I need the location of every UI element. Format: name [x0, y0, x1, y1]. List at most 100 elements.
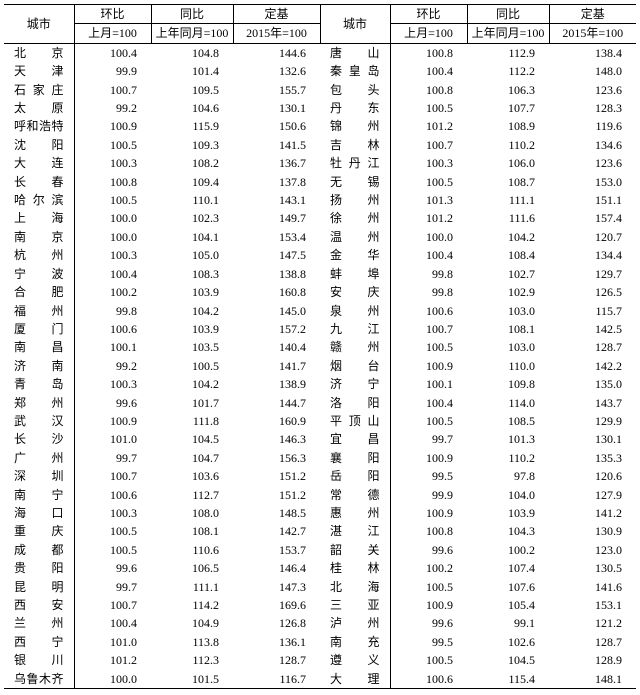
dj-value: 147.5	[233, 246, 320, 264]
tb-value: 109.3	[151, 136, 233, 154]
city-name: 桂 林	[320, 559, 390, 577]
col-city-left: 城市	[4, 5, 74, 44]
hb-value: 100.9	[74, 117, 151, 135]
table-row: 石 家 庄100.7109.5155.7包 头100.8106.3123.6	[4, 81, 636, 99]
dj-value: 146.3	[233, 430, 320, 448]
city-name: 惠 州	[320, 504, 390, 522]
tb-value: 104.5	[151, 430, 233, 448]
dj-value: 153.0	[549, 173, 636, 191]
hb-value: 100.7	[390, 320, 467, 338]
tb-value: 103.9	[151, 320, 233, 338]
city-name: 安 庆	[320, 283, 390, 301]
city-name: 三 亚	[320, 596, 390, 614]
hb-value: 99.6	[74, 559, 151, 577]
tb-value: 103.5	[151, 338, 233, 356]
hb-value: 100.3	[74, 504, 151, 522]
dj-value: 135.3	[549, 449, 636, 467]
tb-value: 110.6	[151, 541, 233, 559]
dj-value: 143.1	[233, 191, 320, 209]
dj-value: 129.7	[549, 265, 636, 283]
dj-value: 144.6	[233, 43, 320, 62]
tb-value: 109.4	[151, 173, 233, 191]
hb-value: 100.4	[390, 246, 467, 264]
table-row: 青 岛100.3104.2138.9济 宁100.1109.8135.0	[4, 375, 636, 393]
hb-value: 99.6	[390, 614, 467, 632]
dj-value: 160.8	[233, 283, 320, 301]
dj-value: 151.2	[233, 467, 320, 485]
tb-value: 110.2	[467, 449, 549, 467]
city-name: 扬 州	[320, 191, 390, 209]
hb-value: 101.2	[390, 117, 467, 135]
tb-value: 105.4	[467, 596, 549, 614]
tb-value: 108.3	[151, 265, 233, 283]
hb-value: 100.4	[74, 614, 151, 632]
city-name: 吉 林	[320, 136, 390, 154]
table-row: 深 圳100.7103.6151.2岳 阳99.597.8120.6	[4, 467, 636, 485]
hb-value: 99.8	[390, 283, 467, 301]
table-row: 太 原99.2104.6130.1丹 东100.5107.7128.3	[4, 99, 636, 117]
tb-value: 107.7	[467, 99, 549, 117]
tb-value: 103.0	[467, 338, 549, 356]
dj-value: 143.7	[549, 394, 636, 412]
table-row: 厦 门100.6103.9157.2九 江100.7108.1142.5	[4, 320, 636, 338]
tb-value: 104.8	[151, 43, 233, 62]
dj-value: 142.2	[549, 357, 636, 375]
tb-value: 106.3	[467, 81, 549, 99]
dj-value: 130.1	[233, 99, 320, 117]
hb-value: 100.3	[74, 375, 151, 393]
hb-value: 100.7	[74, 467, 151, 485]
city-name: 韶 关	[320, 541, 390, 559]
hb-value: 100.0	[74, 209, 151, 227]
dj-value: 116.7	[233, 670, 320, 689]
tb-value: 104.2	[467, 228, 549, 246]
tb-value: 100.2	[467, 541, 549, 559]
tb-value: 108.4	[467, 246, 549, 264]
city-name: 南 宁	[4, 486, 74, 504]
dj-value: 134.4	[549, 246, 636, 264]
table-header: 城市 环比 同比 定基 城市 环比 同比 定基 上月=100 上年同月=100 …	[4, 5, 636, 44]
tb-value: 106.5	[151, 559, 233, 577]
hb-value: 100.9	[390, 449, 467, 467]
dj-value: 135.0	[549, 375, 636, 393]
tb-value: 104.1	[151, 228, 233, 246]
hb-value: 100.4	[390, 62, 467, 80]
dj-value: 128.9	[549, 651, 636, 669]
dj-value: 115.7	[549, 302, 636, 320]
table-row: 南 京100.0104.1153.4温 州100.0104.2120.7	[4, 228, 636, 246]
dj-value: 138.9	[233, 375, 320, 393]
city-name: 济 宁	[320, 375, 390, 393]
sub-dj-left: 2015年=100	[233, 24, 320, 43]
tb-value: 102.9	[467, 283, 549, 301]
city-name: 青 岛	[4, 375, 74, 393]
dj-value: 128.3	[549, 99, 636, 117]
hb-value: 100.0	[74, 228, 151, 246]
tb-value: 111.6	[467, 209, 549, 227]
city-name: 北 海	[320, 578, 390, 596]
dj-value: 137.8	[233, 173, 320, 191]
tb-value: 104.9	[151, 614, 233, 632]
dj-value: 126.5	[549, 283, 636, 301]
table-row: 济 南99.2100.5141.7烟 台100.9110.0142.2	[4, 357, 636, 375]
tb-value: 108.1	[151, 522, 233, 540]
dj-value: 136.1	[233, 633, 320, 651]
tb-value: 108.9	[467, 117, 549, 135]
table-row: 宁 波100.4108.3138.8蚌 埠99.8102.7129.7	[4, 265, 636, 283]
hb-value: 100.7	[390, 136, 467, 154]
city-name: 泉 州	[320, 302, 390, 320]
hb-value: 99.5	[390, 467, 467, 485]
dj-value: 120.7	[549, 228, 636, 246]
hb-value: 100.0	[74, 670, 151, 689]
hb-value: 100.9	[390, 357, 467, 375]
hb-value: 99.6	[74, 394, 151, 412]
hb-value: 99.6	[390, 541, 467, 559]
city-name: 长 春	[4, 173, 74, 191]
col-city-right: 城市	[320, 5, 390, 44]
table-row: 兰 州100.4104.9126.8泸 州99.699.1121.2	[4, 614, 636, 632]
tb-value: 103.6	[151, 467, 233, 485]
dj-value: 128.7	[233, 651, 320, 669]
sub-hb-right: 上月=100	[390, 24, 467, 43]
tb-value: 104.7	[151, 449, 233, 467]
table-row: 贵 阳99.6106.5146.4桂 林100.2107.4130.5	[4, 559, 636, 577]
table-row: 长 春100.8109.4137.8无 锡100.5108.7153.0	[4, 173, 636, 191]
tb-value: 112.3	[151, 651, 233, 669]
